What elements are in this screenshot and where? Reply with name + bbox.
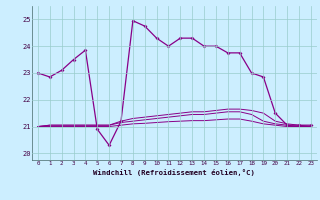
X-axis label: Windchill (Refroidissement éolien,°C): Windchill (Refroidissement éolien,°C)	[93, 169, 255, 176]
